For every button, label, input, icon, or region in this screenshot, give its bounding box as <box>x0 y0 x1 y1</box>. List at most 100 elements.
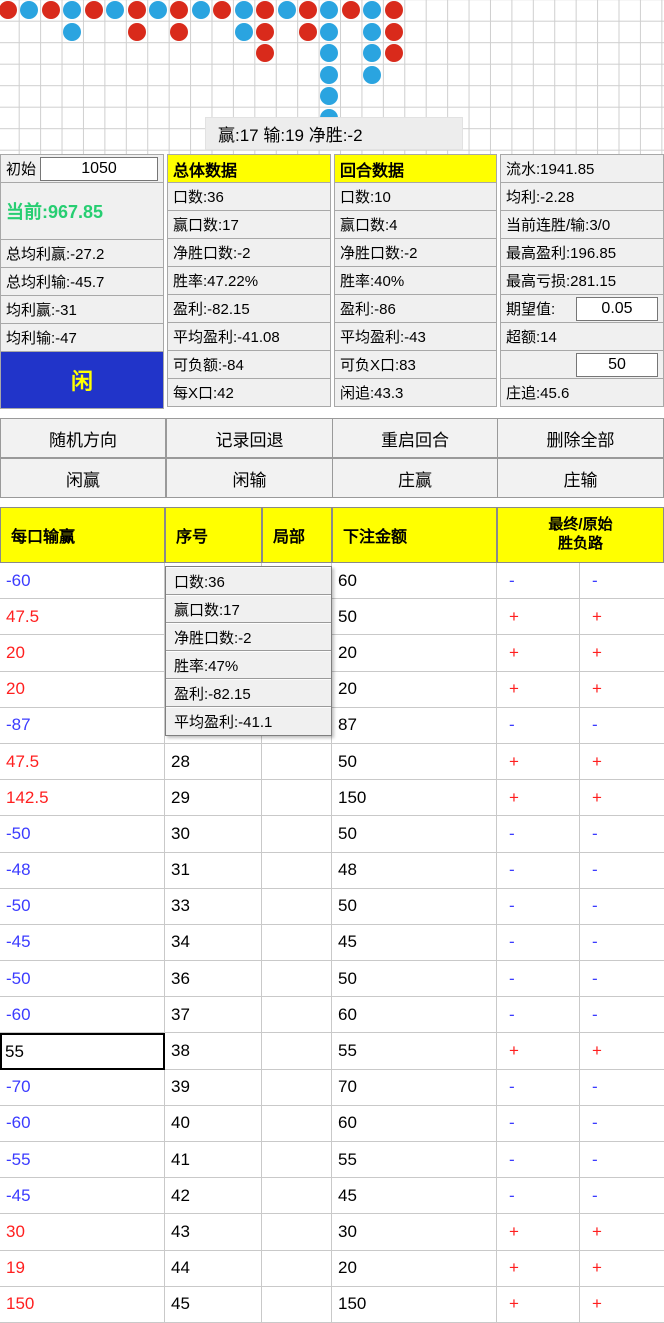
banker-loss-button[interactable]: 庄输 <box>497 458 664 498</box>
win-loss-cell[interactable]: -50 <box>0 888 165 925</box>
avg-profit-loss-total: 总均利输:-45.7 <box>0 267 164 296</box>
final-road-sign: - <box>497 1142 580 1179</box>
bet-amount-cell: 150 <box>332 1286 497 1323</box>
next-side-indicator[interactable]: 闲 <box>0 351 164 409</box>
status-text: 赢:17 输:19 净胜:-2 <box>218 126 363 145</box>
banker-chase: 庄追:45.6 <box>500 378 664 407</box>
win-loss-cell[interactable]: 142.5 <box>0 780 165 817</box>
stats-cell: 每X口:42 <box>167 378 331 407</box>
table-row: 19 44 20 + + <box>0 1250 664 1287</box>
delete-all-button[interactable]: 删除全部 <box>497 418 664 458</box>
stats-cell: 净胜口数:-2 <box>167 238 331 267</box>
header-result-line1: 最终/原始 <box>548 516 613 534</box>
bet-amount-cell: 50 <box>332 743 497 781</box>
final-road-sign: - <box>497 707 580 744</box>
header-win-loss: 每口输赢 <box>0 507 165 563</box>
win-circle-red <box>341 1 360 19</box>
base-bet-row: 50 <box>500 350 664 379</box>
stats-column-global: 流水:1941.85 均利:-2.28 当前连胜/输:3/0 最高盈利:196.… <box>500 154 664 407</box>
win-loss-cell[interactable]: -60 <box>0 1105 165 1142</box>
loss-circle-blue <box>20 1 39 19</box>
sequence-cell: 30 <box>165 816 262 853</box>
win-circle-red <box>384 1 403 19</box>
partial-cell <box>262 852 332 889</box>
final-road-sign: - <box>497 961 580 998</box>
win-loss-cell[interactable]: 30 <box>0 1214 165 1251</box>
original-road-sign: + <box>580 599 664 636</box>
win-loss-cell[interactable]: 20 <box>0 671 165 708</box>
win-circle-red <box>384 22 403 41</box>
win-circle-red <box>170 22 189 41</box>
final-road-sign: - <box>497 1178 580 1215</box>
player-win-button[interactable]: 闲赢 <box>0 458 166 498</box>
final-road-sign: - <box>497 563 580 600</box>
win-loss-cell[interactable]: 20 <box>0 635 165 672</box>
loss-circle-blue <box>363 22 382 41</box>
undo-record-button[interactable]: 记录回退 <box>166 418 333 458</box>
table-row: 30 43 30 + + <box>0 1214 664 1251</box>
win-loss-cell[interactable]: -48 <box>0 852 165 889</box>
stats-cell: 口数:36 <box>167 182 331 211</box>
bet-amount-cell: 30 <box>332 1214 497 1251</box>
table-row: -45 42 45- - <box>0 1178 664 1215</box>
win-circle-red <box>384 44 403 62</box>
restart-round-button[interactable]: 重启回合 <box>332 418 498 458</box>
final-road-sign: + <box>497 780 580 817</box>
sequence-cell: 42 <box>165 1178 262 1215</box>
sequence-cell: 44 <box>165 1250 262 1287</box>
partial-cell <box>262 1286 332 1323</box>
win-loss-cell[interactable]: -45 <box>0 924 165 962</box>
bet-amount-cell: 45 <box>332 924 497 962</box>
win-loss-cell-editing[interactable]: 55 <box>0 1033 165 1070</box>
loss-circle-blue <box>363 44 382 62</box>
win-loss-cell[interactable]: 19 <box>0 1250 165 1287</box>
tooltip-line: 口数:36 <box>166 567 331 595</box>
original-road-sign: + <box>580 780 664 817</box>
original-road-sign: - <box>580 1105 664 1142</box>
loss-circle-blue <box>234 22 253 41</box>
stats-cell: 平均盈利:-41.08 <box>167 322 331 351</box>
win-loss-cell[interactable]: -50 <box>0 961 165 998</box>
win-loss-cell[interactable]: -55 <box>0 1142 165 1179</box>
random-direction-button[interactable]: 随机方向 <box>0 418 166 458</box>
player-loss-button[interactable]: 闲输 <box>166 458 333 498</box>
expectation-input[interactable]: 0.05 <box>576 296 658 321</box>
partial-cell <box>262 1178 332 1215</box>
avg-profit: 均利:-2.28 <box>500 182 664 211</box>
final-road-sign: + <box>497 1250 580 1287</box>
win-loss-cell[interactable]: -60 <box>0 563 165 600</box>
table-row: 20 20 + + <box>0 635 664 672</box>
stats-cell: 盈利:-86 <box>334 294 497 323</box>
win-circle-red <box>127 1 146 19</box>
bead-road-board[interactable] <box>0 0 664 155</box>
win-loss-cell[interactable]: -60 <box>0 997 165 1034</box>
loss-circle-blue <box>363 1 382 19</box>
table-row: -60 40 60- - <box>0 1105 664 1142</box>
win-loss-cell[interactable]: -45 <box>0 1178 165 1215</box>
final-road-sign: + <box>497 635 580 672</box>
win-loss-cell[interactable]: -70 <box>0 1069 165 1106</box>
table-row: -60 60- - <box>0 563 664 600</box>
win-loss-cell[interactable]: 150 <box>0 1286 165 1323</box>
base-bet-input[interactable]: 50 <box>576 352 658 377</box>
stats-column-overall: 总体数据 口数:36 赢口数:17 净胜口数:-2 胜率:47.22% 盈利:-82.1… <box>167 154 331 407</box>
status-bar: 赢:17 输:19 净胜:-2 <box>205 117 463 150</box>
sequence-cell: 29 <box>165 780 262 817</box>
table-row: -50 36 50- - <box>0 961 664 998</box>
bet-amount-cell: 55 <box>332 1033 497 1070</box>
win-loss-cell[interactable]: -50 <box>0 816 165 853</box>
initial-bankroll-input[interactable]: 1050 <box>40 156 158 181</box>
win-loss-cell[interactable]: -87 <box>0 707 165 744</box>
banker-win-button[interactable]: 庄赢 <box>332 458 498 498</box>
win-loss-cell[interactable]: 47.5 <box>0 599 165 636</box>
loss-circle-blue <box>320 87 339 105</box>
table-row: -50 33 50- - <box>0 888 664 925</box>
final-road-sign: - <box>497 924 580 962</box>
stats-cell: 闲追:43.3 <box>334 378 497 407</box>
current-bankroll: 当前:967.85 <box>0 182 164 240</box>
original-road-sign: - <box>580 816 664 853</box>
win-circle-red <box>84 1 103 19</box>
partial-cell <box>262 743 332 781</box>
win-loss-cell[interactable]: 47.5 <box>0 743 165 781</box>
